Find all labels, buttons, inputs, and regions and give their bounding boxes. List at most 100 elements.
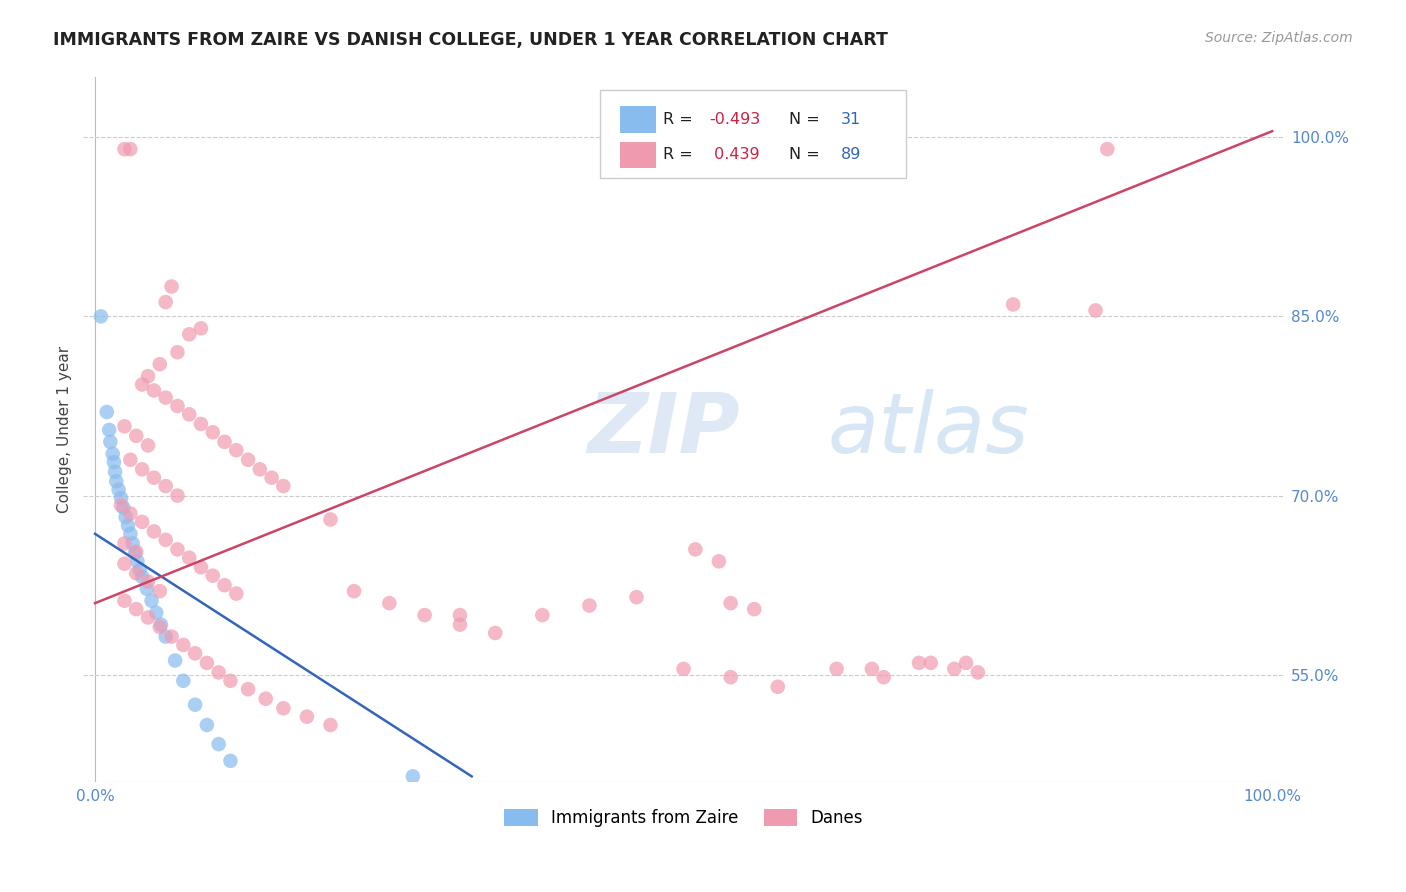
Point: [219, 754, 242, 768]
Point: [98, 423, 121, 437]
Point: [136, 574, 159, 589]
Point: [155, 479, 177, 493]
Point: [142, 471, 165, 485]
Point: [96, 405, 118, 419]
Point: [378, 596, 401, 610]
Text: R =: R =: [664, 147, 697, 162]
Point: [166, 345, 188, 359]
Point: [319, 718, 342, 732]
Point: [531, 608, 554, 623]
Text: 89: 89: [841, 147, 862, 162]
Point: [166, 489, 188, 503]
Point: [98, 434, 121, 449]
Point: [707, 554, 730, 568]
Point: [90, 310, 112, 324]
Point: [136, 610, 159, 624]
Point: [190, 417, 212, 431]
Point: [1002, 297, 1025, 311]
Point: [319, 512, 342, 526]
Point: [225, 443, 247, 458]
Point: [955, 656, 977, 670]
Point: [179, 408, 201, 422]
Point: [190, 560, 212, 574]
Point: [166, 399, 188, 413]
Point: [172, 673, 194, 688]
Point: [413, 608, 436, 623]
Point: [145, 606, 167, 620]
Point: [966, 665, 988, 680]
Point: [105, 475, 128, 489]
Point: [295, 709, 318, 723]
Point: [117, 518, 139, 533]
Point: [101, 447, 124, 461]
Point: [131, 462, 153, 476]
Point: [149, 584, 172, 599]
Text: 31: 31: [841, 112, 860, 128]
Point: [254, 691, 277, 706]
Point: [155, 630, 177, 644]
Bar: [620, 106, 657, 133]
Point: [214, 434, 236, 449]
Point: [155, 295, 177, 310]
Point: [127, 554, 149, 568]
Point: [135, 582, 157, 596]
Point: [160, 279, 183, 293]
Point: [165, 653, 187, 667]
Point: [578, 599, 600, 613]
Point: [142, 524, 165, 539]
Point: [114, 142, 136, 156]
Point: [626, 590, 648, 604]
Point: [121, 536, 143, 550]
Point: [201, 568, 224, 582]
Point: [249, 462, 271, 476]
Point: [208, 665, 231, 680]
Text: N =: N =: [789, 147, 825, 162]
Point: [190, 321, 212, 335]
Point: [1084, 303, 1107, 318]
Text: IMMIGRANTS FROM ZAIRE VS DANISH COLLEGE, UNDER 1 YEAR CORRELATION CHART: IMMIGRANTS FROM ZAIRE VS DANISH COLLEGE,…: [53, 31, 889, 49]
Point: [908, 656, 931, 670]
Point: [110, 491, 132, 505]
Point: [120, 526, 142, 541]
Text: -0.493: -0.493: [709, 112, 761, 128]
Point: [107, 483, 129, 497]
Point: [110, 498, 132, 512]
Point: [214, 578, 236, 592]
Point: [236, 682, 259, 697]
Text: ZIP: ZIP: [588, 390, 740, 470]
Point: [125, 566, 148, 581]
Point: [825, 662, 848, 676]
Text: N =: N =: [789, 112, 825, 128]
Text: atlas: atlas: [828, 390, 1029, 470]
Point: [125, 429, 148, 443]
Point: [402, 769, 425, 783]
Point: [195, 718, 218, 732]
Point: [685, 542, 707, 557]
Point: [141, 593, 163, 607]
Point: [155, 391, 177, 405]
Point: [449, 617, 471, 632]
Point: [720, 596, 742, 610]
Point: [149, 620, 172, 634]
Point: [131, 515, 153, 529]
FancyBboxPatch shape: [599, 90, 905, 178]
Point: [125, 545, 148, 559]
Point: [124, 546, 146, 560]
Point: [114, 593, 136, 607]
Legend: Immigrants from Zaire, Danes: Immigrants from Zaire, Danes: [498, 803, 869, 834]
Point: [672, 662, 695, 676]
Point: [449, 608, 471, 623]
Point: [172, 638, 194, 652]
Point: [219, 673, 242, 688]
Point: [103, 455, 125, 469]
Point: [120, 142, 142, 156]
Point: [195, 656, 218, 670]
Point: [236, 452, 259, 467]
Point: [120, 452, 142, 467]
Point: [149, 357, 172, 371]
Point: [179, 550, 201, 565]
Point: [155, 533, 177, 547]
Point: [184, 698, 207, 712]
Point: [128, 563, 150, 577]
Point: [766, 680, 789, 694]
